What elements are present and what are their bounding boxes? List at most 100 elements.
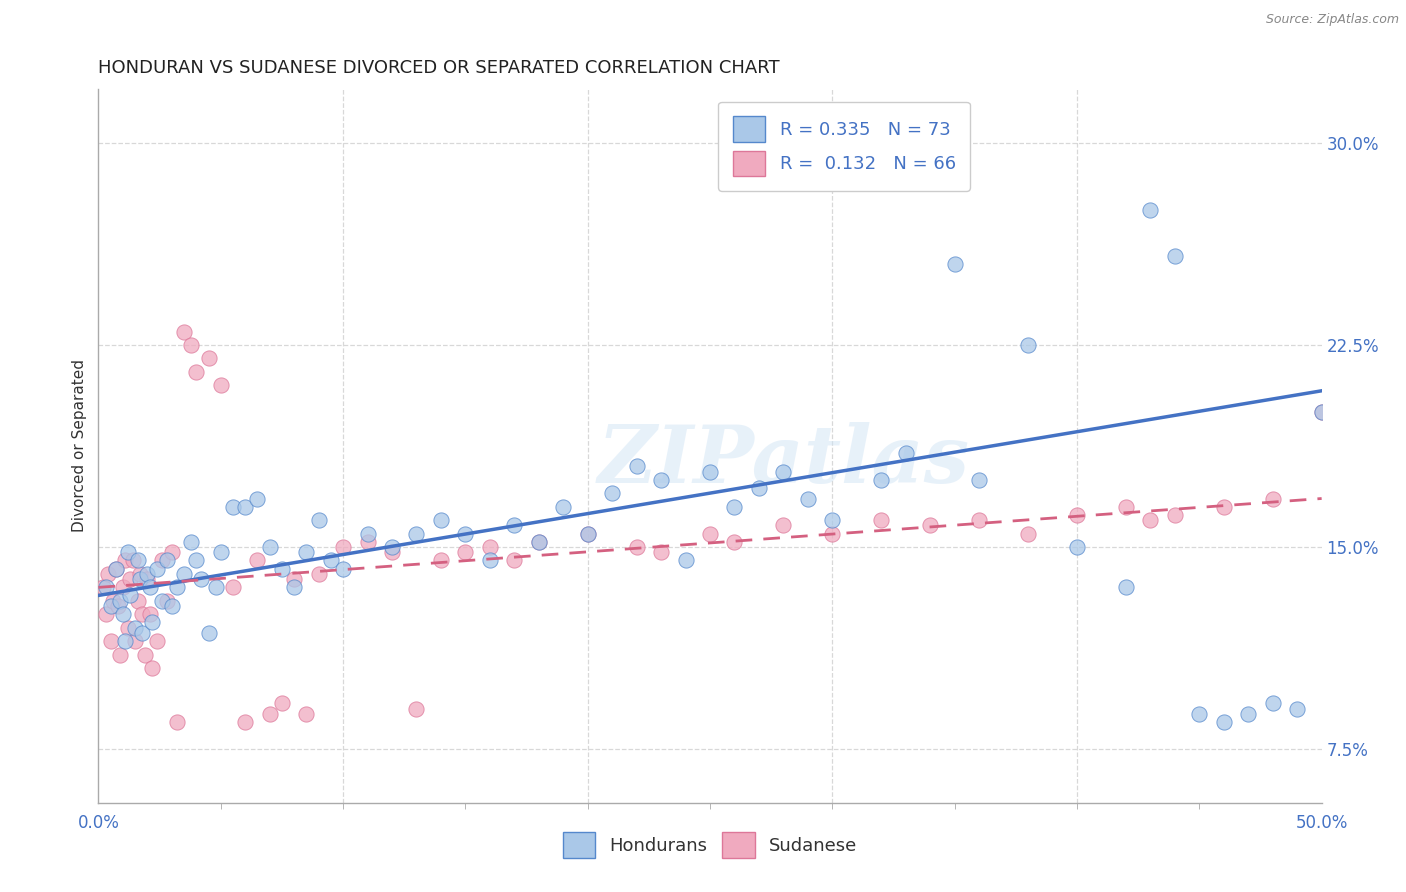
Point [943, 257, 966, 271]
Point [150, 594, 173, 608]
Point [772, 518, 794, 533]
Point [114, 634, 136, 648]
Point [100, 634, 122, 648]
Point [1115, 500, 1137, 514]
Point [107, 599, 129, 614]
Point [821, 513, 844, 527]
Point [699, 526, 721, 541]
Point [120, 589, 142, 603]
Point [173, 325, 195, 339]
Point [91, 580, 114, 594]
Point [180, 338, 202, 352]
Point [1164, 249, 1187, 263]
Point [127, 553, 149, 567]
Point [748, 481, 770, 495]
Point [600, 486, 623, 500]
Point [166, 714, 188, 729]
Point [180, 534, 202, 549]
Point [894, 446, 917, 460]
Point [723, 500, 745, 514]
Point [308, 513, 330, 527]
Point [97, 566, 120, 581]
Point [139, 607, 162, 622]
Point [101, 594, 124, 608]
Point [111, 580, 134, 594]
Point [156, 553, 179, 567]
Point [503, 518, 526, 533]
Point [295, 545, 318, 559]
Point [283, 580, 305, 594]
Point [454, 545, 477, 559]
Point [186, 553, 208, 567]
Point [209, 378, 232, 392]
Point [160, 545, 183, 559]
Point [626, 540, 648, 554]
Point [94, 607, 117, 622]
Point [186, 365, 208, 379]
Point [134, 648, 156, 662]
Point [131, 607, 153, 622]
Point [146, 634, 169, 648]
Point [454, 526, 477, 541]
Point [283, 572, 305, 586]
Point [821, 526, 844, 541]
Point [430, 553, 453, 567]
Point [160, 599, 183, 614]
Point [190, 572, 212, 586]
Point [124, 634, 146, 648]
Point [1212, 714, 1234, 729]
Point [1286, 701, 1309, 715]
Point [197, 351, 219, 366]
Point [1310, 405, 1333, 419]
Point [150, 553, 173, 567]
Point [626, 459, 648, 474]
Point [332, 561, 354, 575]
Point [110, 648, 132, 662]
Point [308, 566, 330, 581]
Point [136, 566, 159, 581]
Point [356, 534, 378, 549]
Point [127, 594, 149, 608]
Point [553, 500, 575, 514]
Point [1323, 418, 1346, 433]
Point [120, 572, 142, 586]
Point [100, 599, 122, 614]
Point [129, 566, 152, 581]
Point [527, 534, 550, 549]
Text: Source: ZipAtlas.com: Source: ZipAtlas.com [1265, 13, 1399, 27]
Point [166, 580, 188, 594]
Point [1139, 513, 1161, 527]
Point [319, 553, 342, 567]
Point [270, 696, 294, 710]
Point [259, 706, 281, 721]
Point [478, 553, 501, 567]
Point [259, 540, 281, 554]
Point [173, 566, 195, 581]
Point [94, 580, 117, 594]
Point [1164, 508, 1187, 522]
Point [104, 561, 127, 575]
Point [110, 594, 132, 608]
Point [146, 561, 169, 575]
Text: ZIPatlas: ZIPatlas [598, 422, 970, 499]
Point [114, 553, 136, 567]
Point [1212, 500, 1234, 514]
Point [131, 626, 153, 640]
Point [222, 580, 245, 594]
Point [246, 553, 269, 567]
Point [650, 473, 672, 487]
Point [197, 626, 219, 640]
Point [332, 540, 354, 554]
Point [1310, 405, 1333, 419]
Point [139, 580, 162, 594]
Point [920, 518, 942, 533]
Point [295, 706, 318, 721]
Point [209, 545, 232, 559]
Point [129, 572, 152, 586]
Point [141, 661, 163, 675]
Point [576, 526, 599, 541]
Point [1237, 706, 1260, 721]
Point [156, 594, 179, 608]
Point [1115, 580, 1137, 594]
Point [723, 534, 745, 549]
